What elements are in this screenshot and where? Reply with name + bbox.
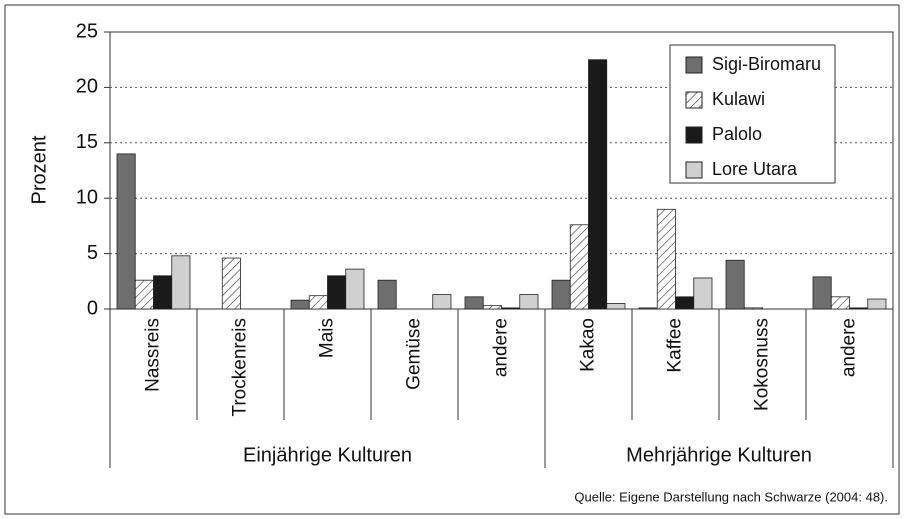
group-label: Einjährige Kulturen <box>243 444 412 466</box>
group-label: Mehrjährige Kulturen <box>626 444 812 466</box>
y-axis-label: Prozent <box>28 135 50 204</box>
bar <box>743 307 763 310</box>
x-tick-label: Nassreis <box>143 318 164 392</box>
x-tick-label: andere <box>839 318 860 377</box>
legend-swatch <box>685 56 703 74</box>
bar <box>830 296 850 310</box>
bar <box>308 295 328 310</box>
bar <box>327 275 347 310</box>
bar <box>501 307 521 310</box>
bar <box>482 305 502 310</box>
bar <box>153 275 173 310</box>
bar <box>675 296 695 310</box>
bar <box>171 255 191 310</box>
x-tick-label: Mais <box>317 318 338 358</box>
legend-label: Lore Utara <box>712 159 798 179</box>
bar <box>569 224 589 310</box>
bar <box>432 294 452 310</box>
y-tick-label: 15 <box>76 131 98 153</box>
bar <box>377 279 397 310</box>
legend-swatch <box>685 126 703 144</box>
bar <box>867 298 887 310</box>
x-tick-label: andere <box>491 318 512 377</box>
bar <box>693 277 713 310</box>
x-tick-label: Trockenreis <box>230 318 251 417</box>
legend-label: Sigi-Biromaru <box>712 54 821 74</box>
bar <box>588 59 608 310</box>
bar <box>606 303 626 310</box>
frame <box>4 4 900 515</box>
x-tick-label: Kakao <box>578 318 599 372</box>
bar <box>638 307 658 310</box>
x-tick-label: Kaffee <box>665 318 686 373</box>
x-tick-label: Gemüse <box>404 318 425 390</box>
legend-swatch <box>685 161 703 179</box>
bar <box>464 296 484 310</box>
legend-swatch <box>685 91 703 109</box>
legend-label: Kulawi <box>712 89 765 109</box>
y-tick-label: 0 <box>87 297 98 319</box>
y-tick-label: 5 <box>87 242 98 264</box>
bar <box>551 279 571 310</box>
bar <box>116 153 136 310</box>
y-tick-label: 20 <box>76 76 98 98</box>
y-tick-label: 10 <box>76 186 98 208</box>
bar <box>290 299 310 310</box>
bar <box>812 276 832 310</box>
source-note: Quelle: Eigene Darstellung nach Schwarze… <box>574 489 888 504</box>
legend-label: Palolo <box>712 124 762 144</box>
bar <box>221 257 241 310</box>
bar <box>849 307 869 310</box>
bar <box>656 208 676 310</box>
y-tick-label: 25 <box>76 20 98 42</box>
bar <box>519 294 539 310</box>
bar <box>345 268 365 310</box>
bar <box>725 259 745 310</box>
x-tick-label: Kokosnuss <box>752 318 773 411</box>
bar <box>134 279 154 310</box>
